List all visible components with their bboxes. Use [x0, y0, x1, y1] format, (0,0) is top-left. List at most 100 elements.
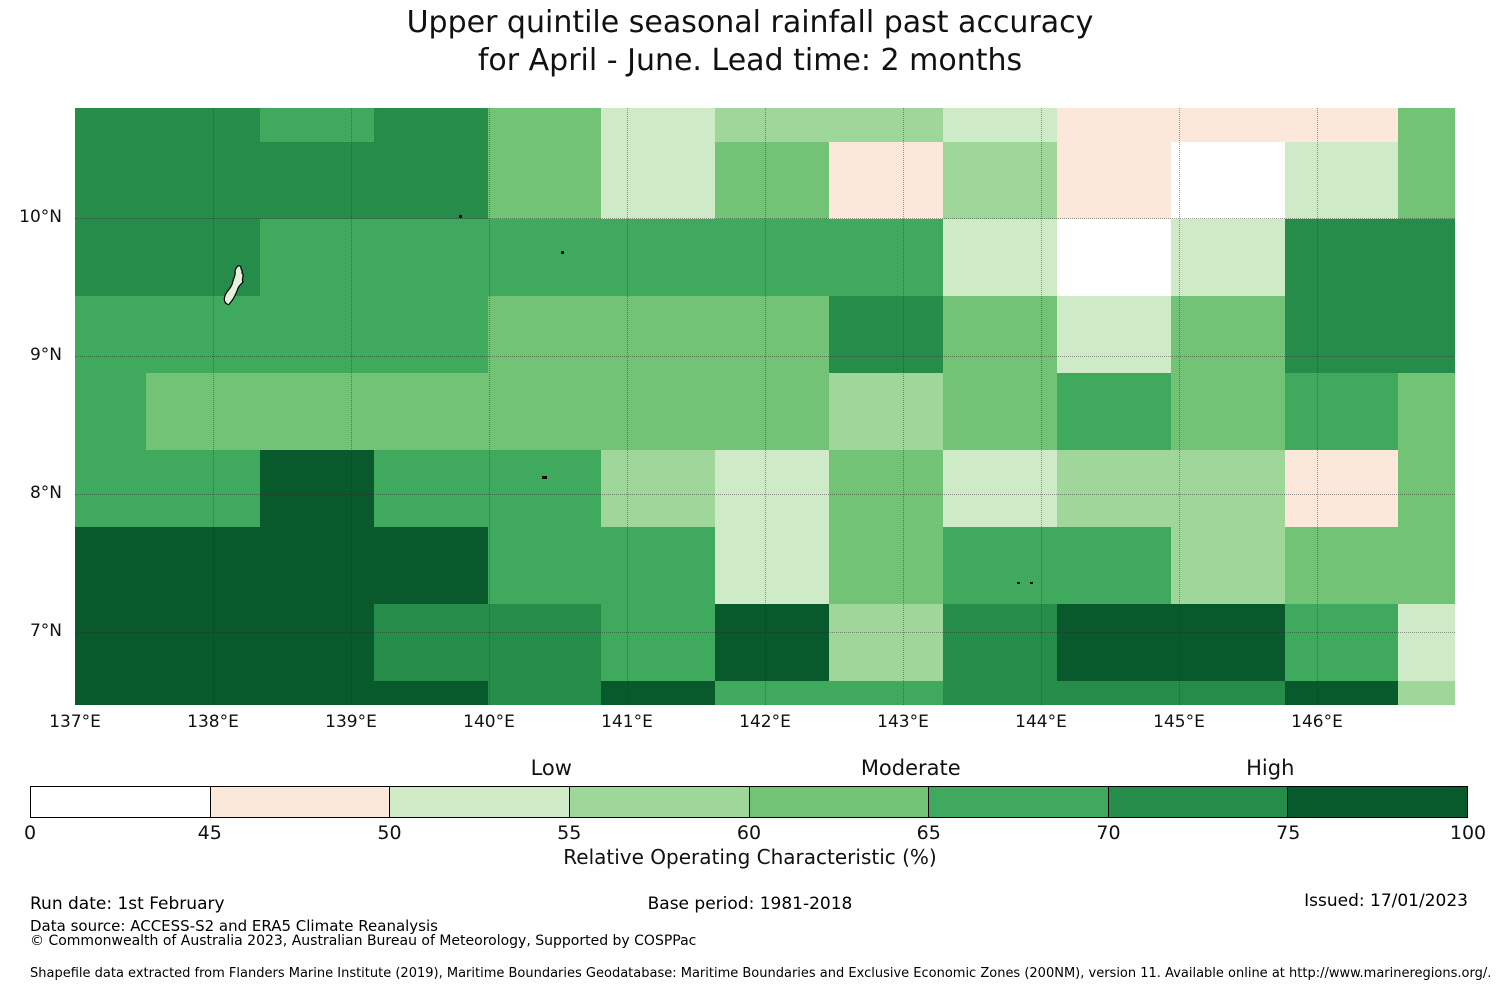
map-cell [601, 108, 716, 142]
map-cell [1284, 108, 1399, 142]
map-cell [1284, 680, 1399, 705]
chart-title: Upper quintile seasonal rainfall past ac… [0, 4, 1500, 80]
longitude-gridline [903, 108, 904, 705]
map-cell [487, 108, 602, 142]
colorbar-tick-label: 70 [1096, 822, 1121, 844]
map-cell [601, 372, 716, 450]
map-cell [75, 449, 147, 527]
map-cell [715, 141, 830, 219]
map-cell [829, 295, 943, 373]
latitude-gridline [75, 631, 1455, 633]
map-cell [146, 449, 260, 527]
map-cell [1284, 603, 1399, 681]
map-cell [1170, 603, 1285, 681]
map-cell [259, 526, 374, 604]
map-cell [829, 603, 943, 681]
map-cell [1398, 295, 1455, 373]
map-cell [1170, 449, 1285, 527]
longitude-gridline [489, 108, 490, 705]
map-cell [146, 603, 260, 681]
longitude-gridline [213, 108, 214, 705]
island-dot [459, 215, 462, 218]
map-cell [1284, 372, 1399, 450]
colorbar-tick-label: 75 [1276, 822, 1301, 844]
map-cell [146, 680, 260, 705]
base-period-text: Base period: 1981-2018 [647, 894, 853, 914]
map-cell [1056, 108, 1171, 142]
map-cell [259, 449, 374, 527]
map-cell [1398, 526, 1455, 604]
heatmap-canvas [75, 108, 1455, 705]
map-cell [1170, 295, 1285, 373]
map-cell [75, 680, 147, 705]
map-cell [715, 526, 830, 604]
map-cell [75, 218, 147, 296]
x-tick-label: 137°E [49, 712, 101, 732]
colorbar-segment [31, 787, 211, 817]
map-cell [1170, 526, 1285, 604]
map-cell [1056, 680, 1171, 705]
map-cell [75, 526, 147, 604]
map-cell [373, 372, 488, 450]
map-cell [1398, 218, 1455, 296]
map-cell [1398, 680, 1455, 705]
map-cell [829, 141, 943, 219]
longitude-gridline [1317, 108, 1318, 705]
y-tick-label: 7°N [29, 620, 62, 641]
run-date-text: Run date: 1st February [30, 894, 225, 914]
island-dot [1030, 582, 1033, 584]
map-cell [715, 218, 830, 296]
map-cell [829, 526, 943, 604]
map-cell [715, 372, 830, 450]
colorbar-axis-label: Relative Operating Characteristic (%) [563, 845, 937, 869]
colorbar-tick-label: 50 [377, 822, 402, 844]
map-cell [487, 680, 602, 705]
y-tick-label: 10°N [19, 206, 62, 227]
x-tick-label: 142°E [739, 712, 791, 732]
island-dot [561, 251, 564, 254]
shapefile-note-text: Shapefile data extracted from Flanders M… [30, 966, 1492, 981]
y-tick-label: 9°N [29, 344, 62, 365]
x-tick-label: 143°E [877, 712, 929, 732]
map-cell [601, 526, 716, 604]
map-cell [1284, 449, 1399, 527]
map-cell [715, 680, 830, 705]
map-cell [373, 295, 488, 373]
latitude-gridline [75, 355, 1455, 357]
colorbar-tick-label: 55 [557, 822, 582, 844]
map-cell [373, 449, 488, 527]
map-cell [373, 603, 488, 681]
map-cell [1170, 218, 1285, 296]
map-cell [1056, 218, 1171, 296]
map-cell [1284, 295, 1399, 373]
map-cell [715, 449, 830, 527]
copyright-text: © Commonwealth of Australia 2023, Austra… [30, 933, 697, 949]
colorbar-category-label: High [1246, 756, 1295, 780]
map-cell [1056, 295, 1171, 373]
map-cell [943, 141, 1057, 219]
longitude-gridline [1041, 108, 1042, 705]
longitude-gridline [1179, 108, 1180, 705]
island-dot [1017, 582, 1020, 584]
map-cell [75, 295, 147, 373]
map-cell [715, 108, 830, 142]
colorbar-tick-label: 0 [23, 822, 37, 844]
map-cell [829, 449, 943, 527]
map-cell [373, 141, 488, 219]
map-cell [1056, 372, 1171, 450]
map-cell [715, 603, 830, 681]
colorbar-segment [1288, 787, 1467, 817]
map-cell [601, 680, 716, 705]
map-cell [943, 526, 1057, 604]
map-cell [829, 218, 943, 296]
map-cell [1398, 108, 1455, 142]
x-tick-label: 138°E [187, 712, 239, 732]
map-cell [75, 141, 147, 219]
map-cell [829, 680, 943, 705]
chart-title-line1: Upper quintile seasonal rainfall past ac… [406, 5, 1094, 40]
map-cell [259, 108, 374, 142]
colorbar-segment [1108, 787, 1289, 817]
map-cell [601, 218, 716, 296]
map-cell [487, 449, 602, 527]
map-cell [1284, 526, 1399, 604]
